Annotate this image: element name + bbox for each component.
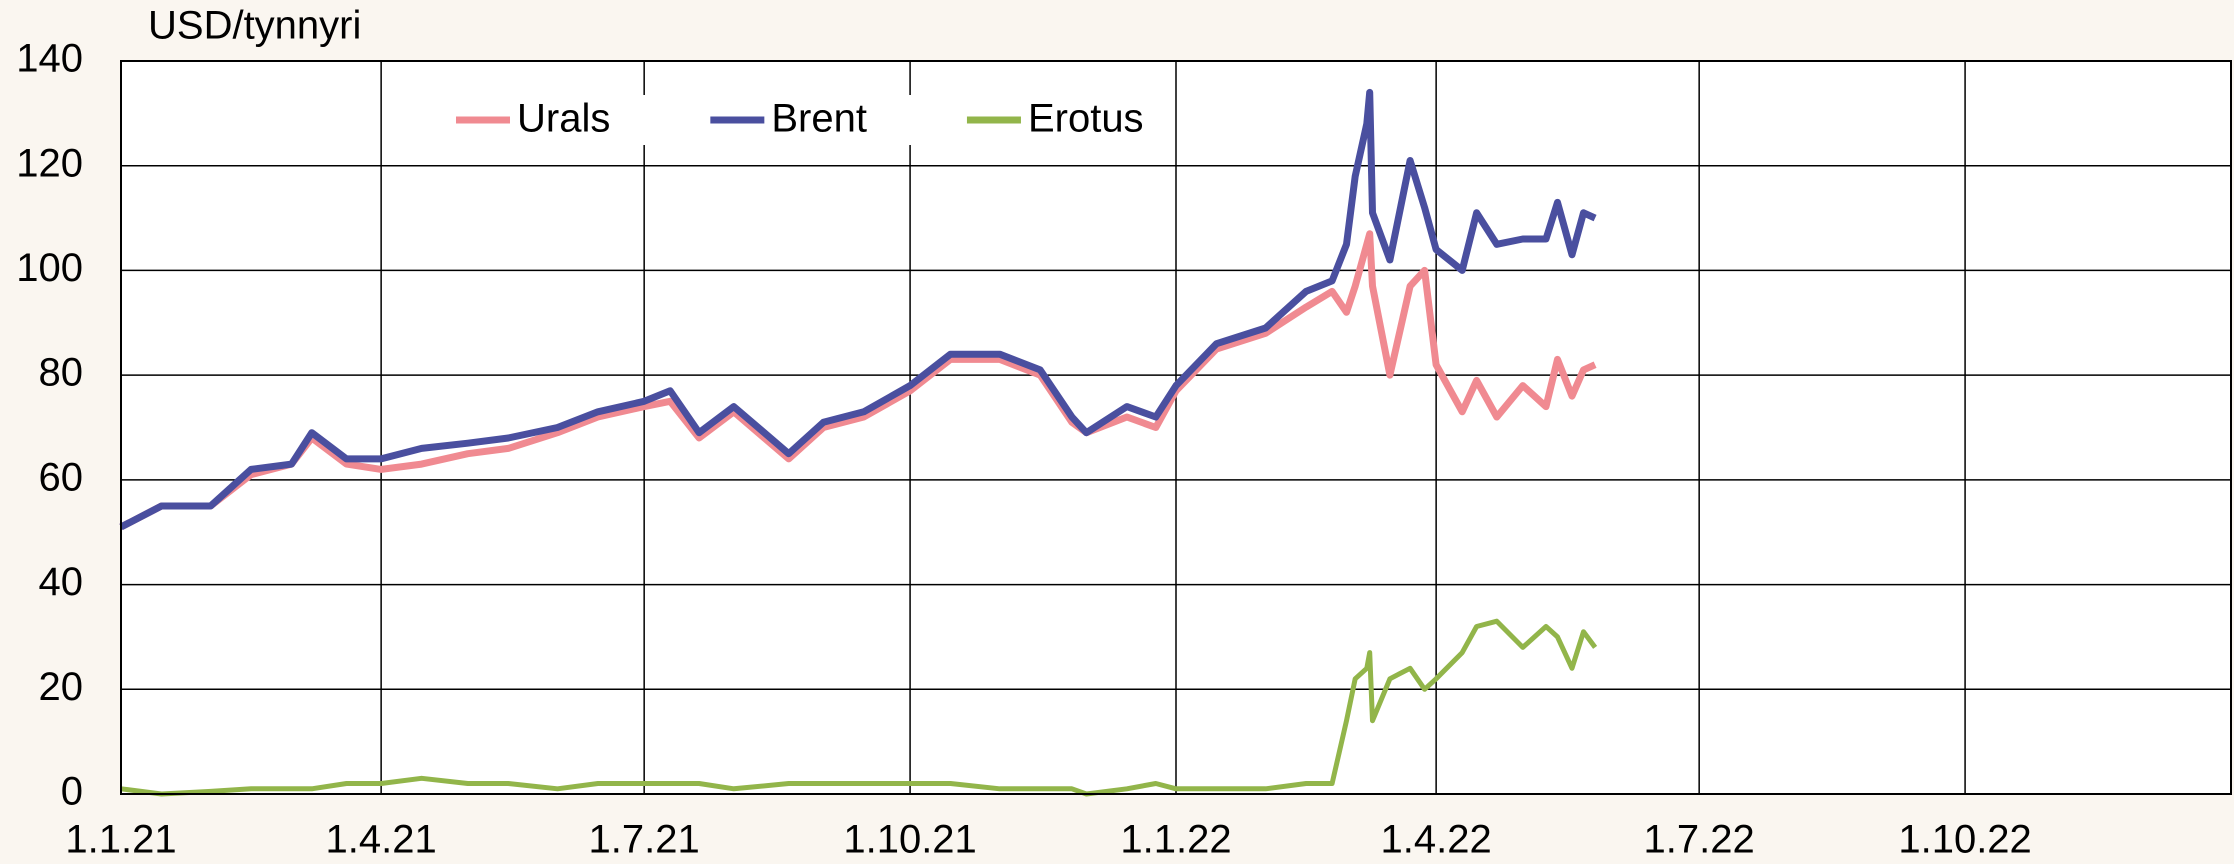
legend-label: Erotus	[1028, 97, 1144, 141]
plot-border	[120, 60, 2232, 795]
x-tick-label: 1.1.22	[1120, 818, 1231, 862]
y-tick-label: 80	[39, 351, 84, 395]
y-tick-label: 120	[16, 141, 83, 185]
x-tick-label: 1.4.22	[1381, 818, 1492, 862]
legend-label: Urals	[517, 97, 610, 141]
x-tick-label: 1.7.21	[589, 818, 700, 862]
x-tick-label: 1.7.22	[1644, 818, 1755, 862]
y-tick-label: 0	[61, 770, 83, 814]
y-tick-label: 100	[16, 246, 83, 290]
y-tick-label: 140	[16, 37, 83, 81]
y-tick-label: 40	[39, 560, 84, 604]
legend-label: Brent	[771, 97, 867, 141]
x-tick-label: 1.4.21	[326, 818, 437, 862]
y-axis-label: USD/tynnyri	[148, 4, 361, 48]
x-tick-label: 1.1.21	[65, 818, 176, 862]
y-tick-label: 20	[39, 665, 84, 709]
y-tick-label: 60	[39, 455, 84, 499]
x-tick-label: 1.10.22	[1898, 818, 2031, 862]
series-line	[119, 88, 1597, 531]
x-tick-label: 1.10.21	[843, 818, 976, 862]
